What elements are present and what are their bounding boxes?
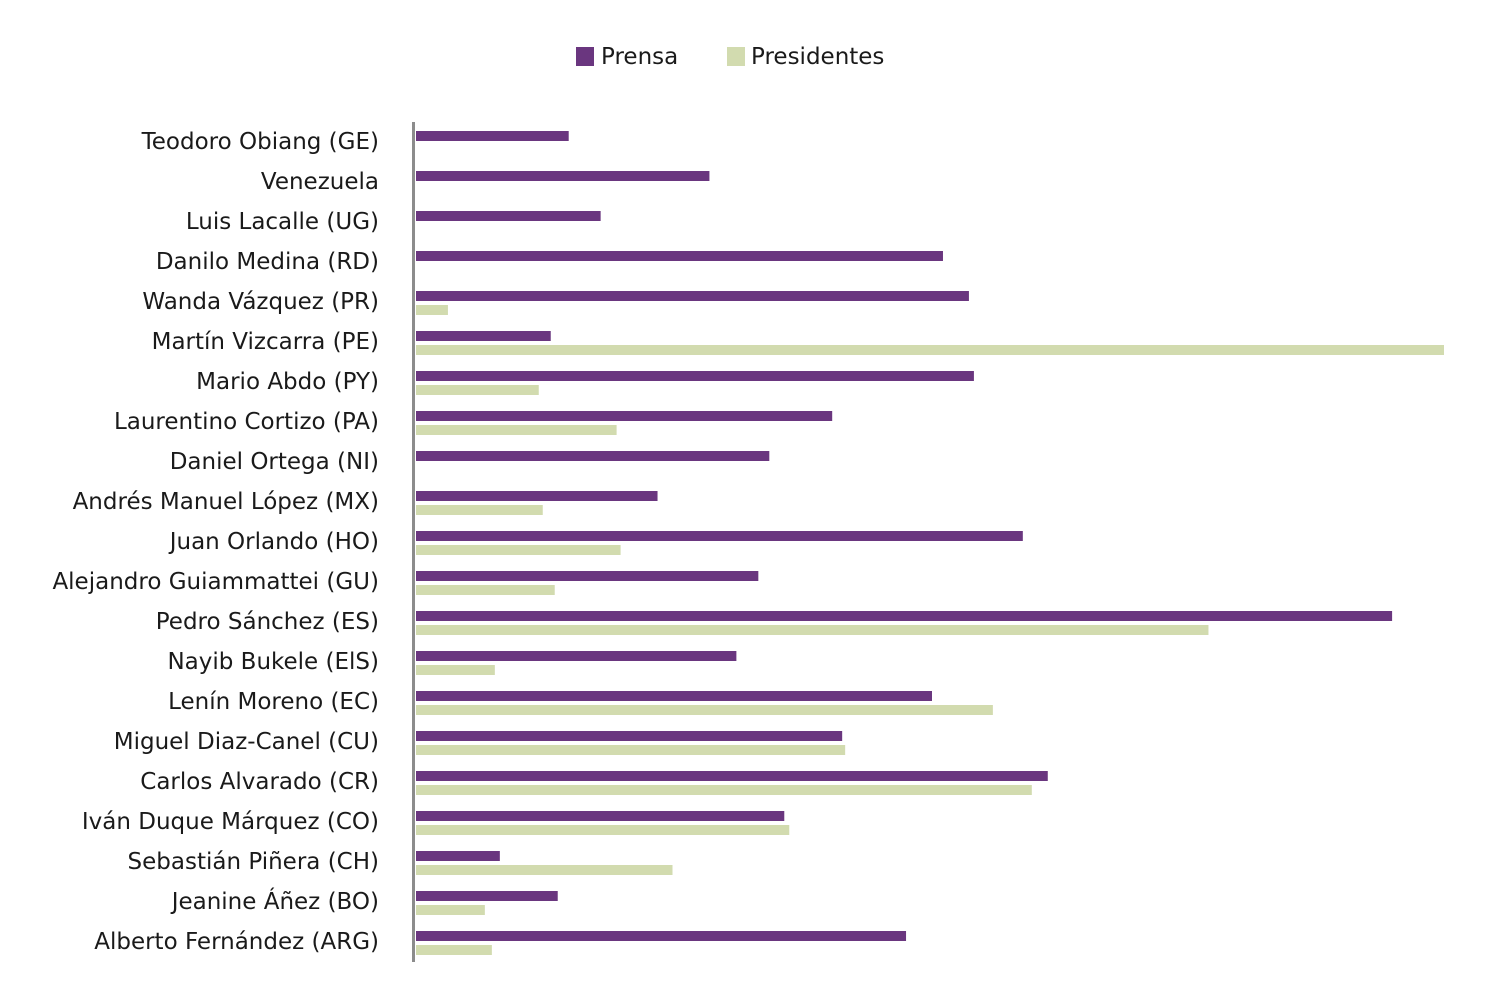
bar-prensa-alberto-fernandez-arg [416,931,907,941]
bar-presidentes-ivan-duque-marquez-co [416,825,790,835]
bar-prensa-jeanine-anez-bo [416,891,558,901]
bar-presidentes-alberto-fernandez-arg [416,945,492,955]
bar-presidentes-jeanine-anez-bo [416,905,485,915]
legend-label-presidentes: Presidentes [751,44,884,70]
bar-prensa-pedro-sanchez-es [416,611,1393,621]
category-label-lenin-moreno-ec: Lenín Moreno (EC) [168,689,379,715]
bar-prensa-juan-orlando-ho [416,531,1023,541]
category-label-miguel-diaz-canel-cu: Miguel Diaz-Canel (CU) [114,729,379,755]
bar-prensa-mario-abdo-py [416,371,974,381]
bar-presidentes-laurentino-cortizo-pa [416,425,617,435]
legend-label-prensa: Prensa [601,44,678,70]
legend-swatch-presidentes [727,47,745,66]
category-label-andres-manuel-lopez-mx: Andrés Manuel López (MX) [73,489,379,515]
category-label-luis-lacalle-ug: Luis Lacalle (UG) [186,209,379,235]
category-label-laurentino-cortizo-pa: Laurentino Cortizo (PA) [114,409,379,435]
bar-prensa-carlos-alvarado-cr [416,771,1048,781]
bar-prensa-laurentino-cortizo-pa [416,411,833,421]
bar-prensa-andres-manuel-lopez-mx [416,491,658,501]
legend-swatch-prensa [576,47,594,66]
category-label-alejandro-guiammattei-gu: Alejandro Guiammattei (GU) [52,569,379,595]
category-label-ivan-duque-marquez-co: Iván Duque Márquez (CO) [82,809,379,835]
category-label-venezuela: Venezuela [261,169,379,195]
category-label-pedro-sanchez-es: Pedro Sánchez (ES) [156,609,379,635]
bar-presidentes-carlos-alvarado-cr [416,785,1032,795]
bar-prensa-sebastian-pinera-ch [416,851,500,861]
category-label-juan-orlando-ho: Juan Orlando (HO) [168,529,379,555]
bar-presidentes-mario-abdo-py [416,385,539,395]
category-labels: Teodoro Obiang (GE) Venezuela Luis Lacalle… [52,129,379,955]
bar-presidentes-pedro-sanchez-es [416,625,1209,635]
category-label-mario-abdo-py: Mario Abdo (PY) [196,369,379,395]
bar-presidentes-andres-manuel-lopez-mx [416,505,543,515]
bars [416,131,1444,955]
bar-presidentes-nayib-bukele-els [416,665,495,675]
bar-presidentes-juan-orlando-ho [416,545,621,555]
bar-prensa-martin-vizcarra-pe [416,331,551,341]
category-label-sebastian-pinera-ch: Sebastián Piñera (CH) [128,849,379,875]
bar-prensa-luis-lacalle-ug [416,211,601,221]
bar-prensa-teodoro-obiang-ge [416,131,569,141]
category-label-carlos-alvarado-cr: Carlos Alvarado (CR) [140,769,379,795]
bar-presidentes-martin-vizcarra-pe [416,345,1444,355]
bar-prensa-daniel-ortega-ni [416,451,770,461]
category-label-teodoro-obiang-ge: Teodoro Obiang (GE) [141,129,379,155]
bar-prensa-wanda-vazquez-pr [416,291,969,301]
category-label-daniel-ortega-ni: Daniel Ortega (NI) [170,449,379,475]
category-label-nayib-bukele-els: Nayib Bukele (ElS) [167,649,379,675]
bar-presidentes-lenin-moreno-ec [416,705,993,715]
category-label-martin-vizcarra-pe: Martín Vizcarra (PE) [152,329,379,355]
bar-presidentes-miguel-diaz-canel-cu [416,745,846,755]
bar-prensa-ivan-duque-marquez-co [416,811,785,821]
bar-presidentes-alejandro-guiammattei-gu [416,585,555,595]
bar-prensa-nayib-bukele-els [416,651,737,661]
legend: Prensa Presidentes [576,44,884,70]
category-label-alberto-fernandez-arg: Alberto Fernández (ARG) [94,929,379,955]
bar-presidentes-sebastian-pinera-ch [416,865,673,875]
category-label-jeanine-anez-bo: Jeanine Áñez (BO) [170,887,379,915]
bar-prensa-danilo-medina-rd [416,251,943,261]
bar-prensa-lenin-moreno-ec [416,691,932,701]
bar-presidentes-wanda-vazquez-pr [416,305,448,315]
bar-prensa-venezuela [416,171,710,181]
category-label-wanda-vazquez-pr: Wanda Vázquez (PR) [142,289,379,315]
category-label-danilo-medina-rd: Danilo Medina (RD) [156,249,379,275]
bar-prensa-miguel-diaz-canel-cu [416,731,843,741]
bar-prensa-alejandro-guiammattei-gu [416,571,759,581]
